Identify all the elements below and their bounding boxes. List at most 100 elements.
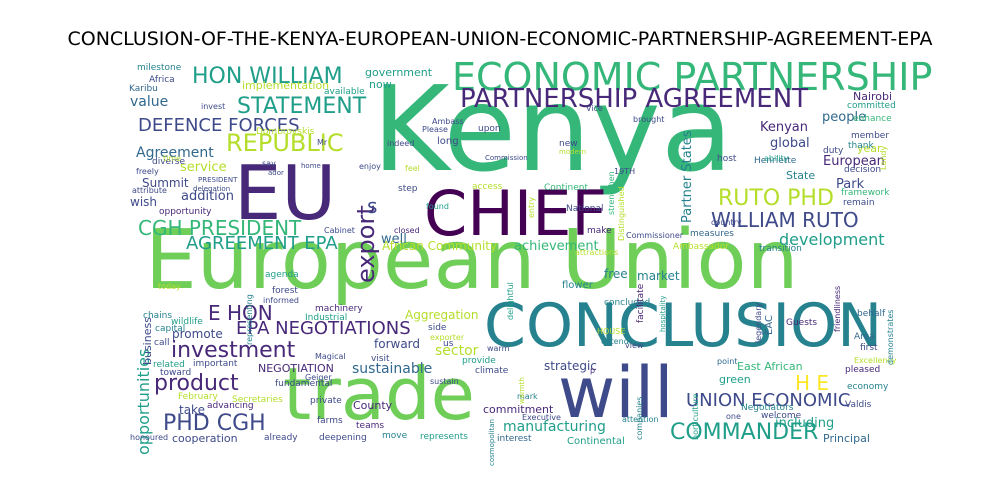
word-government: government	[365, 66, 433, 79]
word-cabinet: Cabinet	[324, 226, 355, 235]
word-representing: representing	[245, 294, 254, 345]
word-county: County	[353, 399, 393, 412]
word-delegation: delegation	[193, 185, 231, 193]
word-february: February	[178, 392, 218, 402]
word-visit: visit	[371, 354, 390, 364]
word-sustainable: sustainable	[352, 361, 433, 377]
word-country: country	[711, 218, 742, 227]
word-partnership-agreement: PARTNERSHIP AGREEMENT	[460, 84, 809, 114]
word-forward: forward	[374, 337, 421, 351]
word-commission: Commission	[485, 154, 528, 162]
word-warmth: warmth	[518, 377, 526, 404]
word-exporter: exporter	[430, 333, 465, 342]
word-measures: measures	[690, 229, 734, 239]
word-freely: freely	[136, 167, 159, 176]
word-ability: ability	[764, 154, 789, 163]
word-commander: COMMANDER	[670, 420, 819, 445]
word-call: call	[154, 338, 170, 348]
word-take: take	[179, 403, 205, 417]
word-value: value	[130, 94, 169, 110]
word-continent: Continent	[544, 183, 588, 193]
word-ruto-phd: RUTO PHD	[718, 186, 834, 211]
word-represents: represents	[420, 432, 468, 442]
word-wish: wish	[130, 195, 158, 209]
word-sustain: sustain	[430, 377, 459, 386]
word-house: HOUSE	[597, 327, 626, 336]
word-related: related	[153, 360, 185, 370]
word-distinguished: Distinguished	[617, 186, 626, 241]
word-park: Park	[836, 177, 865, 192]
word-area: Area	[854, 332, 875, 342]
word-magical: Magical	[315, 352, 346, 361]
word-epa-negotiations: EPA NEGOTIATIONS	[236, 318, 411, 339]
word-attribute: attribute	[132, 186, 167, 195]
word-time: time	[163, 154, 182, 163]
word-free: free	[604, 267, 628, 281]
word-industrial: Industrial	[305, 313, 348, 323]
word-cosmopolitan: cosmopolitan	[488, 419, 496, 466]
word-demonstrates: demonstrates	[886, 309, 895, 365]
word-promote: promote	[172, 327, 223, 341]
word-valdis: Valdis	[845, 400, 872, 410]
word-henriette: Henriette	[754, 156, 797, 166]
word-forest: forest	[272, 286, 298, 296]
word-negotiators: Negotiators	[741, 403, 794, 413]
word-well: well	[381, 232, 407, 247]
word-executive: Executive	[522, 413, 561, 422]
word-fundamental: fundamental	[275, 379, 333, 389]
word-diverse: diverse	[152, 157, 186, 167]
word-continental: Continental	[567, 436, 625, 447]
word-president: PRESIDENT	[198, 176, 238, 184]
word-republic: REPUBLIC	[226, 129, 344, 157]
word-member: member	[851, 131, 890, 141]
word-home: home	[301, 162, 321, 170]
word-machinery: machinery	[315, 304, 363, 314]
word-upon: upon	[478, 124, 501, 134]
word-companies: companies	[635, 396, 644, 440]
word-teams: teams	[356, 421, 385, 431]
word-host: host	[717, 154, 737, 164]
word-aggregation: Aggregation	[405, 308, 479, 322]
word-extend: extend	[601, 337, 629, 346]
word-p: p	[590, 366, 596, 375]
word-economic-partnership: ECONOMIC PARTNERSHIP	[452, 55, 933, 99]
word-excellency: Excellency	[854, 356, 897, 365]
word-commissioner: Commissioner	[626, 231, 684, 240]
word-conclusion: CONCLUSION	[484, 291, 883, 361]
word-make: make	[587, 226, 612, 236]
word-east-african: East African	[737, 360, 803, 373]
word-chains: chains	[143, 311, 173, 321]
word-welcome: welcome	[761, 411, 802, 421]
word-long: long	[437, 136, 459, 147]
word-today: today	[158, 282, 181, 291]
word-year: year	[857, 142, 882, 155]
word-closed: closed	[394, 226, 420, 235]
word-attractions: attractions	[575, 248, 619, 257]
word-agreement-epa: AGREEMENT EPA	[186, 233, 338, 254]
word-statement: STATEMENT	[237, 94, 367, 119]
word-access: access	[472, 182, 503, 192]
word-african-community: African Community	[382, 239, 498, 253]
word-ambass: Ambass	[432, 117, 464, 126]
word-vice: Vice	[586, 104, 603, 113]
word-dombrovskis: Dombrovskis	[256, 127, 315, 137]
word-mark: mark	[517, 392, 538, 401]
word-new: new	[559, 139, 578, 149]
word-transition: transition	[759, 244, 802, 254]
word-entry: entry	[527, 196, 536, 218]
word-us: us	[443, 339, 454, 349]
word-phd-cgh: PHD CGH	[163, 411, 266, 436]
word-including: including	[775, 416, 835, 431]
word-19th: 19TH	[614, 167, 636, 176]
word-behalf: behalf	[857, 309, 886, 319]
word-manufacturing: manufacturing	[503, 419, 606, 435]
word-feel: feel	[405, 164, 420, 173]
word-flower: flower	[562, 280, 593, 291]
word-green: green	[719, 373, 751, 386]
page-title: CONCLUSION-OF-THE-KENYA-EUROPEAN-UNION-E…	[67, 28, 933, 50]
word-landy: Landy	[879, 145, 888, 170]
word-product: product	[154, 371, 239, 396]
word-agenda: agenda	[265, 270, 299, 280]
word-eu: EU	[234, 149, 337, 237]
